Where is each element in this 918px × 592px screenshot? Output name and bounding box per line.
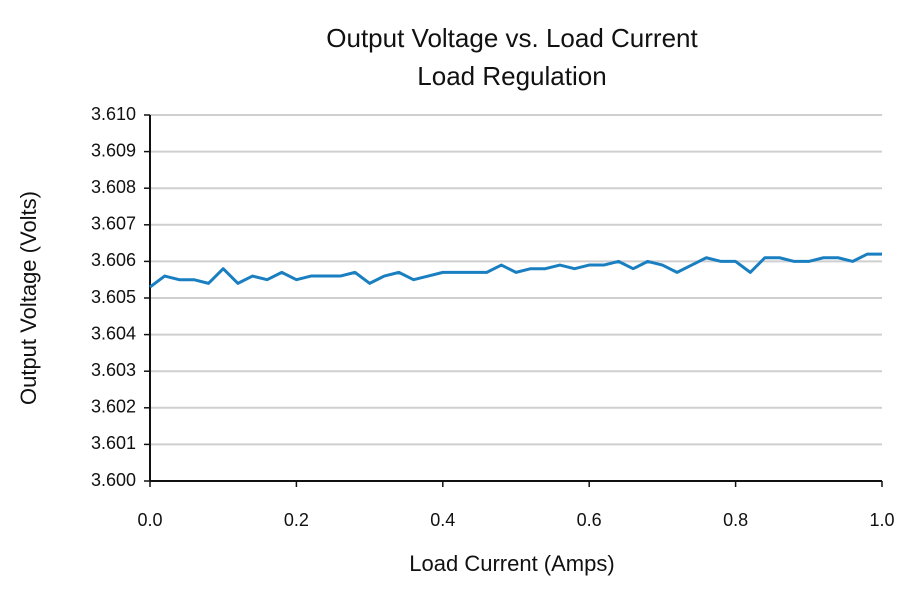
x-tick-label: 0.0 xyxy=(137,510,162,530)
x-axis-title: Load Current (Amps) xyxy=(409,551,614,576)
y-tick-label: 3.607 xyxy=(91,214,136,234)
y-tick-label: 3.608 xyxy=(91,177,136,197)
y-tick-label: 3.606 xyxy=(91,250,136,270)
y-tick-label: 3.601 xyxy=(91,433,136,453)
x-tick-label: 0.8 xyxy=(723,510,748,530)
chart-subtitle: Load Regulation xyxy=(417,61,606,91)
y-tick-label: 3.605 xyxy=(91,287,136,307)
x-tick-label: 0.6 xyxy=(577,510,602,530)
x-tick-label: 1.0 xyxy=(869,510,894,530)
x-tick-label: 0.2 xyxy=(284,510,309,530)
y-tick-label: 3.602 xyxy=(91,397,136,417)
y-tick-label: 3.600 xyxy=(91,470,136,490)
y-tick-label: 3.604 xyxy=(91,323,136,343)
x-tick-label: 0.4 xyxy=(430,510,455,530)
y-tick-label: 3.609 xyxy=(91,140,136,160)
data-line xyxy=(149,252,882,289)
y-tick-label: 3.603 xyxy=(91,360,136,380)
y-tick-label: 3.610 xyxy=(91,104,136,124)
chart-title: Output Voltage vs. Load Current xyxy=(326,23,698,53)
y-axis-title: Output Voltage (Volts) xyxy=(16,191,41,405)
